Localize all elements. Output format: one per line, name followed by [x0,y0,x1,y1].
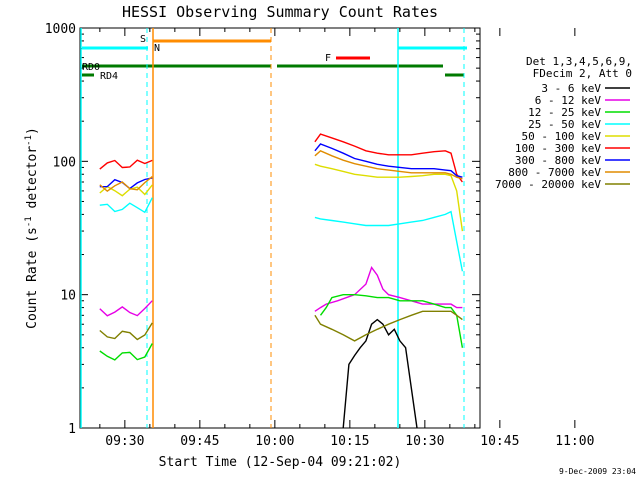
y-tick-label: 1000 [45,22,76,37]
series-line [319,294,464,348]
y-tick-label: 100 [53,155,76,170]
x-axis-label: Start Time (12-Sep-04 09:21:02) [159,455,402,470]
legend-entry-label: 50 - 100 keV [522,130,602,143]
legend-entry-label: 300 - 800 keV [515,154,601,167]
legend: Det 1,3,4,5,6,9,FDecim 2, Att 0 3 - 6 keV… [495,55,632,191]
series-line [314,310,463,342]
flag-f-label: F [325,53,331,64]
series-line [314,149,463,180]
series-line [314,266,463,312]
legend-entry-label: 12 - 25 keV [528,106,601,119]
x-tick-label: 10:15 [330,434,369,449]
x-tick-label: 09:45 [180,434,219,449]
series-line-pre [99,197,153,214]
series-line [314,210,464,272]
timestamp: 9-Dec-2009 23:04 [559,467,636,476]
y-ticks-group: 1 10 100 1000 [45,22,480,437]
y-tick-label: 10 [60,289,76,304]
x-tick-label: 11:00 [555,434,594,449]
x-tick-label: 10:45 [480,434,519,449]
x-tick-label: 09:30 [105,434,144,449]
legend-entry-label: 3 - 6 keV [541,82,601,95]
y-axis-label: Count Rate (s-1 detector-1) [24,127,40,329]
legend-entry-label: 7000 - 20000 keV [495,178,601,191]
legend-entry-label: 100 - 300 keV [515,142,601,155]
series-line [314,143,463,178]
series-line-pre [99,343,153,361]
series-line-pre [99,184,153,197]
series-line [314,163,464,232]
chart-title: HESSI Observing Summary Count Rates [122,3,438,21]
series-line-pre [99,176,153,192]
y-tick-label: 1 [68,422,76,437]
series-line [342,318,418,429]
flag-rd4-label: RD4 [100,71,118,82]
legend-entry-label: 25 - 50 keV [528,118,601,131]
x-tick-label: 10:30 [405,434,444,449]
series-line-pre [99,322,153,341]
series-line [314,133,463,183]
series-line-pre [99,300,153,317]
flag-bars-group [80,28,467,428]
legend-entry-label: 800 - 7000 keV [508,166,601,179]
x-ticks-group: 09:30 09:45 10:00 10:15 10:30 10:45 11:00 [99,28,594,449]
legend-header: FDecim 2, Att 0 [533,67,632,80]
flag-s-label: S [140,34,146,45]
series-line-pre [99,159,153,170]
legend-header: Det 1,3,4,5,6,9, [526,55,632,68]
x-tick-label: 10:00 [255,434,294,449]
flag-n-label: N [154,43,160,54]
flag-rd0-label: RD0 [82,62,100,73]
series-group [99,133,464,429]
plot-frame [79,27,481,429]
legend-entry-label: 6 - 12 keV [535,94,602,107]
